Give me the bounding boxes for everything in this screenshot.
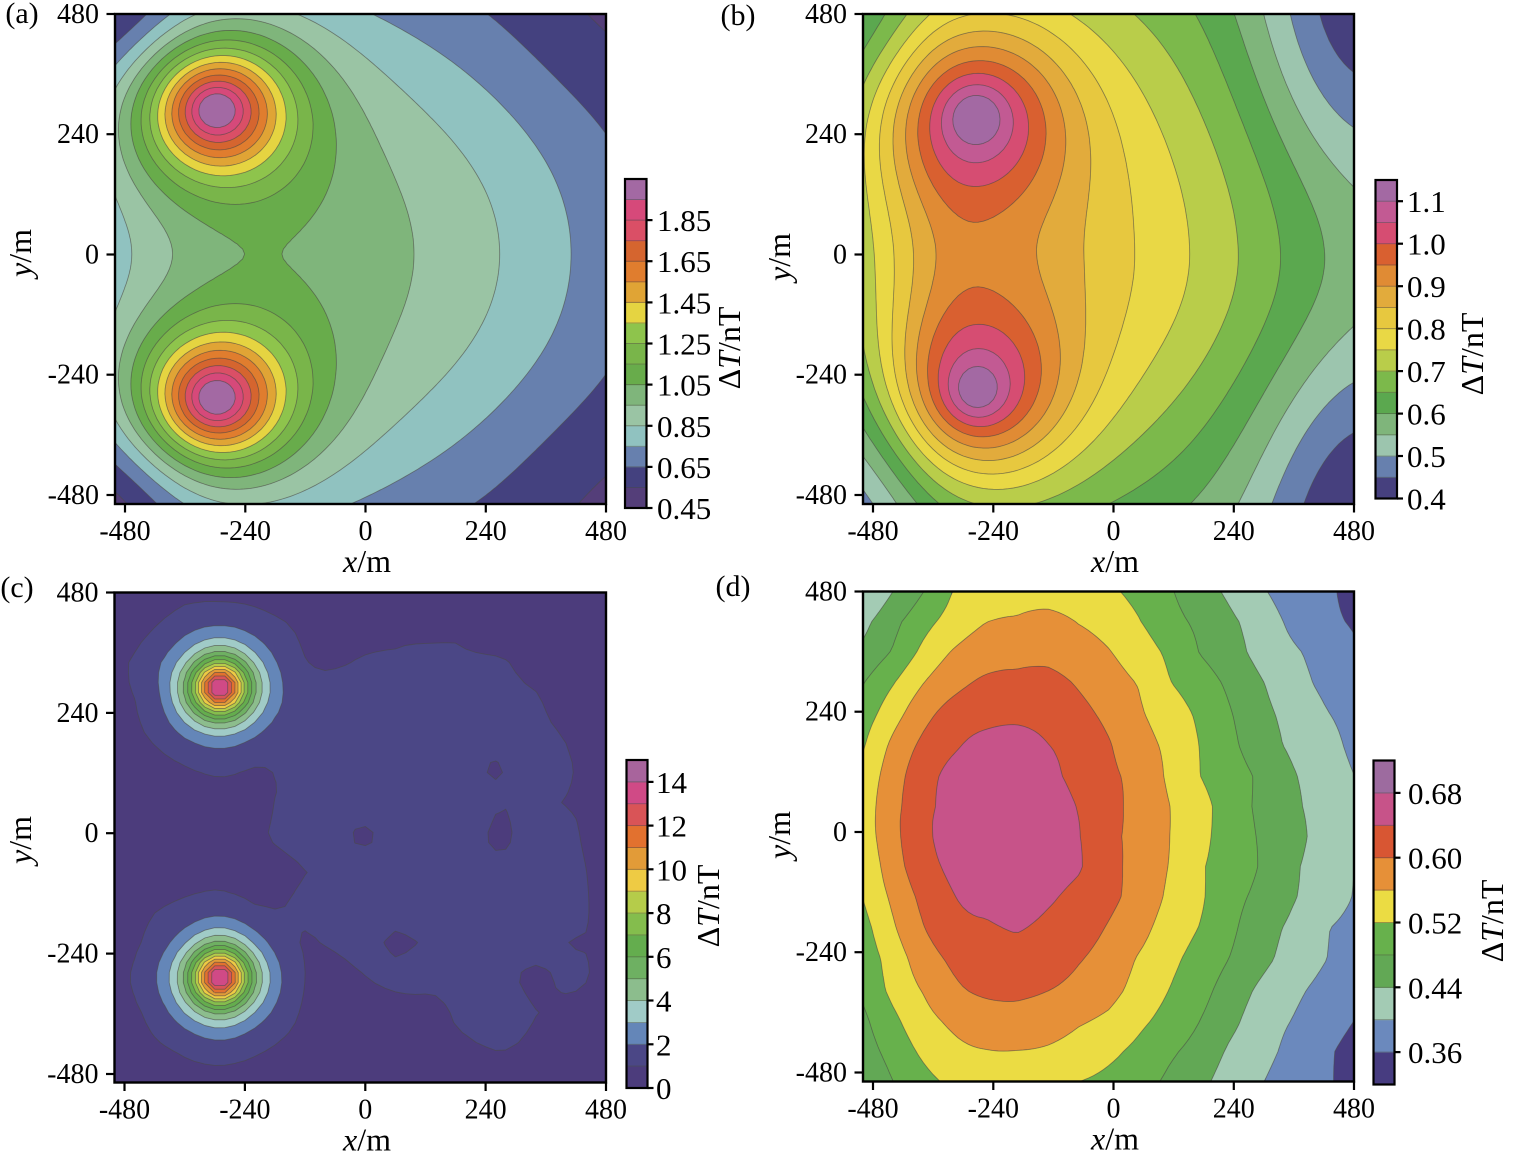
svg-text:480: 480 [805, 0, 847, 30]
svg-text:240: 240 [805, 697, 847, 728]
svg-text:1.65: 1.65 [657, 244, 711, 279]
svg-text:480: 480 [1333, 1094, 1375, 1125]
svg-text:-240: -240 [796, 360, 847, 391]
svg-text:240: 240 [465, 1095, 507, 1126]
svg-text:(d): (d) [716, 570, 751, 603]
svg-text:8: 8 [656, 896, 672, 931]
svg-text:-480: -480 [796, 1058, 847, 1089]
svg-text:0.65: 0.65 [657, 450, 711, 485]
svg-text:0: 0 [85, 240, 99, 271]
svg-text:0.9: 0.9 [1407, 269, 1446, 304]
svg-text:x/m: x/m [342, 1122, 391, 1157]
svg-text:240: 240 [57, 698, 99, 729]
svg-text:480: 480 [585, 516, 627, 547]
svg-text:6: 6 [656, 940, 672, 975]
svg-text:(c): (c) [0, 571, 33, 604]
svg-text:4: 4 [656, 984, 672, 1019]
svg-text:-240: -240 [219, 1095, 270, 1126]
svg-text:-240: -240 [220, 516, 271, 547]
svg-text:1.0: 1.0 [1407, 227, 1446, 262]
svg-text:(b): (b) [721, 0, 756, 32]
svg-text:1.05: 1.05 [657, 368, 711, 403]
svg-text:-480: -480 [796, 480, 847, 511]
svg-text:-240: -240 [47, 939, 98, 970]
svg-text:480: 480 [57, 0, 99, 30]
svg-text:-480: -480 [99, 516, 150, 547]
svg-text:240: 240 [805, 119, 847, 150]
svg-text:0.4: 0.4 [1407, 482, 1446, 517]
svg-text:14: 14 [656, 765, 688, 800]
svg-text:-480: -480 [48, 480, 99, 511]
svg-text:0.85: 0.85 [657, 409, 711, 444]
svg-text:y/m: y/m [761, 811, 797, 862]
svg-text:-240: -240 [968, 1094, 1019, 1125]
svg-text:ΔT/nT: ΔT/nT [711, 306, 747, 389]
svg-text:x/m: x/m [1090, 543, 1139, 579]
svg-text:0: 0 [833, 240, 847, 271]
svg-text:-480: -480 [47, 1059, 98, 1090]
svg-text:0.68: 0.68 [1408, 776, 1462, 811]
svg-text:-480: -480 [847, 516, 898, 547]
svg-text:0.5: 0.5 [1407, 439, 1446, 474]
svg-text:0.8: 0.8 [1407, 312, 1446, 347]
svg-text:0.6: 0.6 [1407, 397, 1446, 432]
svg-text:(a): (a) [5, 0, 38, 30]
svg-text:1.25: 1.25 [657, 327, 711, 362]
svg-text:1.1: 1.1 [1407, 184, 1446, 219]
svg-text:1.45: 1.45 [657, 285, 711, 320]
svg-text:-240: -240 [968, 516, 1019, 547]
svg-text:0: 0 [1107, 516, 1121, 547]
svg-text:x/m: x/m [342, 543, 391, 579]
svg-text:0: 0 [833, 817, 847, 848]
svg-text:-240: -240 [48, 360, 99, 391]
svg-text:1.85: 1.85 [657, 203, 711, 238]
svg-text:0: 0 [656, 1071, 672, 1106]
svg-text:480: 480 [805, 577, 847, 608]
svg-text:0.36: 0.36 [1408, 1035, 1462, 1070]
svg-text:y/m: y/m [2, 816, 38, 867]
svg-text:240: 240 [465, 516, 507, 547]
svg-text:-240: -240 [796, 937, 847, 968]
svg-text:0: 0 [358, 1095, 372, 1126]
svg-text:12: 12 [656, 809, 687, 844]
svg-text:0: 0 [359, 516, 373, 547]
svg-text:480: 480 [57, 578, 99, 609]
svg-text:480: 480 [1333, 516, 1375, 547]
svg-text:240: 240 [1213, 516, 1255, 547]
svg-text:x/m: x/m [1090, 1121, 1139, 1157]
svg-text:0.60: 0.60 [1408, 841, 1462, 876]
svg-text:0.44: 0.44 [1408, 970, 1463, 1005]
svg-text:-480: -480 [847, 1094, 898, 1125]
svg-text:0.52: 0.52 [1408, 906, 1462, 941]
svg-text:-480: -480 [99, 1095, 150, 1126]
svg-text:ΔT/nT: ΔT/nT [690, 864, 726, 947]
svg-text:0: 0 [1107, 1094, 1121, 1125]
svg-text:ΔT/nT: ΔT/nT [1474, 879, 1510, 962]
svg-text:y/m: y/m [761, 233, 797, 284]
svg-text:240: 240 [57, 119, 99, 150]
svg-text:0: 0 [85, 818, 99, 849]
svg-text:0.7: 0.7 [1407, 354, 1446, 389]
svg-text:10: 10 [656, 852, 687, 887]
svg-text:480: 480 [585, 1095, 627, 1126]
svg-text:0.45: 0.45 [657, 491, 711, 526]
svg-text:240: 240 [1213, 1094, 1255, 1125]
svg-text:ΔT/nT: ΔT/nT [1454, 312, 1490, 395]
svg-text:2: 2 [656, 1027, 672, 1062]
svg-text:y/m: y/m [2, 229, 38, 280]
